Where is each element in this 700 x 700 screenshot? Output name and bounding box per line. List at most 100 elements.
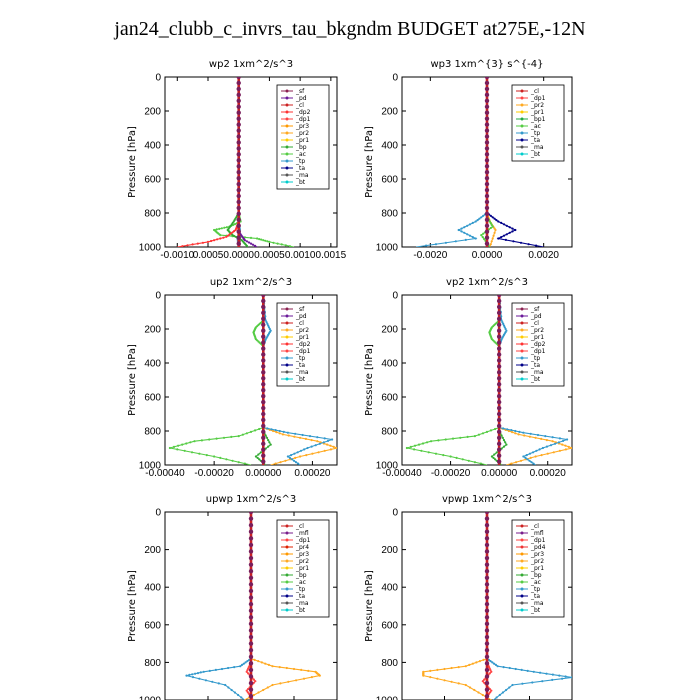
legend-label-pr2: _pr2 xyxy=(295,558,309,565)
series-point-tp xyxy=(425,244,428,247)
series-point-ac xyxy=(243,236,246,239)
legend: _cl_mfl_dp1_pr4_pr3_pr2_pr1_bp_ac_tp_ta_… xyxy=(276,519,330,618)
x-tick-label: 0.00000 xyxy=(481,468,518,479)
zero-profile-point xyxy=(484,158,490,163)
zero-profile-point xyxy=(261,304,266,310)
series-point-pr2 xyxy=(316,440,319,443)
y-tick-label: 400 xyxy=(144,359,161,370)
legend-label-sf: _sf xyxy=(295,306,305,313)
series-point-ac xyxy=(473,461,476,464)
series-point-ac xyxy=(219,234,222,237)
zero-profile-point xyxy=(236,152,241,157)
legend-label-cl: _cl xyxy=(295,320,304,327)
series-point-ta xyxy=(502,223,506,226)
chart-panel-1: wp2 1xm^2/s^3 Pressure [hPa] 0 200 400 600 800… xyxy=(127,59,347,261)
series-point-bp xyxy=(502,439,506,442)
series-point-pr2 xyxy=(329,448,332,451)
series-point-ac xyxy=(413,448,416,451)
zero-profile-point xyxy=(484,199,490,205)
series-point-ac xyxy=(200,439,203,442)
zero-profile-point xyxy=(236,134,241,139)
series-point-ac xyxy=(444,438,447,441)
series-point-tp xyxy=(294,461,298,464)
legend-marker-dp1 xyxy=(285,349,289,353)
panel-title: upwp 1xm^2/s^3 xyxy=(206,494,296,505)
series-point-tp xyxy=(505,688,508,692)
series-point-pr2 xyxy=(493,231,496,234)
zero-profile-point xyxy=(496,388,502,393)
series-point-tp xyxy=(478,217,481,220)
series-point-ta xyxy=(508,231,511,234)
legend-marker-ac xyxy=(285,152,289,156)
y-tick-label: 0 xyxy=(392,508,398,519)
zero-profile-point xyxy=(248,522,254,528)
series-point-ac xyxy=(421,442,425,445)
series-point-tp xyxy=(264,315,267,318)
zero-profile-point xyxy=(248,634,254,640)
legend-marker-mfl xyxy=(520,531,524,535)
zero-profile-point xyxy=(484,608,490,613)
legend-marker-cl xyxy=(285,103,289,107)
series-point-ac xyxy=(449,455,452,458)
series-point-pr2 xyxy=(545,439,549,442)
legend: _cl_dp1_pr2_pr1_bp1_ac_tp_ta_ma_bt xyxy=(511,84,565,162)
legend-marker-ta xyxy=(285,166,289,170)
series-point-bp xyxy=(234,235,237,238)
zero-profile-point xyxy=(496,405,502,411)
legend-marker-pr4 xyxy=(285,545,289,549)
series-point-tp xyxy=(464,238,467,241)
zero-profile-point xyxy=(496,411,502,417)
zero-profile-point xyxy=(248,628,254,633)
series-point-ac xyxy=(237,435,240,438)
series-point-dp2 xyxy=(210,239,213,243)
legend-label-ta: _ta xyxy=(530,593,540,600)
series-point-tp xyxy=(566,438,569,441)
series-point-tp xyxy=(514,429,517,433)
series-point-pr2 xyxy=(302,677,306,680)
y-tick-label: 800 xyxy=(144,658,161,669)
zero-profile-point xyxy=(496,382,502,387)
series-point-pr2 xyxy=(274,462,277,465)
series-point-ac xyxy=(434,452,438,455)
series-point-dp2 xyxy=(213,239,216,242)
legend-label-pr1: _pr1 xyxy=(295,334,309,341)
series-point-ac xyxy=(215,437,218,440)
series-point-tp xyxy=(468,223,472,226)
zero-profile-point xyxy=(248,654,254,659)
series-point-ta xyxy=(495,219,498,222)
series-point-pr2 xyxy=(422,674,425,677)
zero-profile-point xyxy=(484,146,490,151)
series-point-pr2 xyxy=(326,443,329,446)
series-point-pr2 xyxy=(567,445,570,448)
zero-profile-point xyxy=(236,146,241,151)
x-tick-label: 0.0020 xyxy=(528,250,559,261)
zero-profile-point xyxy=(261,417,266,423)
series-point-tp xyxy=(454,240,457,243)
chart-panel-4: vp2 1xm^2/s^3 Pressure [hPa] 0 200 400 600 800… xyxy=(364,277,573,479)
legend-label-tp: _tp xyxy=(530,130,540,137)
series-point-tp xyxy=(549,444,553,447)
legend-label-dp2: _dp2 xyxy=(295,341,311,348)
series-point-tp xyxy=(551,673,555,676)
series-point-ac xyxy=(249,236,253,239)
y-tick-label: 600 xyxy=(144,175,161,186)
zero-profile-point xyxy=(261,429,266,435)
series-point-tp xyxy=(331,438,334,441)
series-point-ac xyxy=(420,449,423,452)
x-tick-label: -0.00020 xyxy=(194,468,234,479)
series-point-pr2 xyxy=(457,682,460,685)
legend-marker-ac xyxy=(520,124,524,128)
legend-marker-tp xyxy=(285,587,289,591)
series-point-pr2 xyxy=(304,437,307,440)
zero-profile-point xyxy=(496,328,502,333)
zero-profile-point xyxy=(484,536,490,541)
series-point-tp xyxy=(494,663,497,667)
series-point-tp xyxy=(474,220,477,223)
series-point-ta xyxy=(502,234,506,237)
series-point-pr2 xyxy=(507,429,510,433)
zero-profile-point xyxy=(248,516,254,521)
zero-profile-point xyxy=(236,164,241,169)
x-tick-label: 0.00000 xyxy=(245,468,282,479)
zero-profile-point xyxy=(236,98,241,104)
